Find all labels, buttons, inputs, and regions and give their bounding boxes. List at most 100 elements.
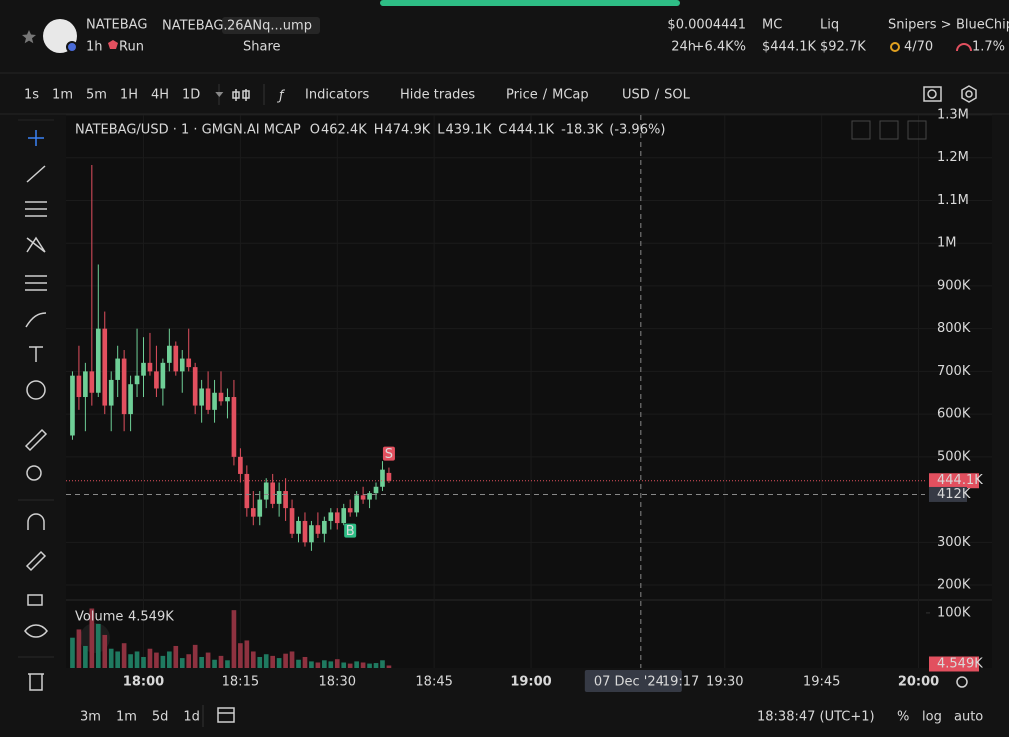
candle-body [160, 362, 166, 389]
hide-trades[interactable]: Hide trades [400, 88, 475, 103]
candle-body [238, 456, 243, 474]
candle-body [257, 499, 263, 517]
address-badge[interactable] [222, 17, 320, 34]
volume-bar [257, 656, 263, 668]
volume-bar [244, 640, 250, 668]
toggle[interactable]: / [543, 88, 548, 103]
range[interactable]: 5d [152, 710, 169, 725]
volume-bar [76, 629, 82, 668]
token-name: NATEBAG [86, 18, 147, 33]
volume-bar [341, 662, 347, 668]
candle-body [167, 345, 172, 363]
token-age: 1h [86, 40, 103, 55]
range[interactable]: 1d [183, 710, 200, 725]
favorite-star[interactable] [22, 30, 36, 44]
crosshair-x-tag [584, 670, 682, 692]
range[interactable]: 1m [116, 710, 137, 725]
candle-body [250, 508, 256, 517]
price-tag-label: 444.1K [937, 473, 983, 488]
trade-label: B [346, 524, 355, 539]
candle-body [380, 469, 385, 487]
trade-marker[interactable] [382, 446, 395, 461]
chart-button[interactable] [851, 120, 871, 140]
candle-body [373, 486, 379, 494]
chart-button[interactable] [907, 120, 927, 140]
candle-body [141, 362, 146, 376]
candle-body [83, 371, 88, 398]
toggle[interactable]: USD [622, 88, 650, 103]
volume-bar [154, 652, 159, 668]
volume-bar [205, 652, 211, 668]
candle-body [347, 508, 353, 513]
snipers-icon [890, 42, 900, 52]
tool-icons[interactable] [24, 85, 977, 723]
candle-body [173, 345, 179, 372]
volume-bar [231, 610, 237, 668]
crosshair-y-tag [929, 486, 967, 502]
indicators[interactable]: Indicators [305, 88, 369, 103]
candle-body [95, 328, 101, 393]
toggle[interactable]: / [655, 88, 660, 103]
volume-bar [360, 662, 366, 668]
y-tick-label: 300K [937, 535, 971, 550]
candle-body [309, 525, 314, 543]
interval[interactable]: 1m [52, 88, 73, 103]
y-tick-label: 1.2M [937, 150, 969, 165]
ohlc-value: 439.1K [446, 123, 492, 138]
stat-value: $444.1K [762, 40, 816, 55]
y-tick-label: 1.3M [937, 108, 969, 123]
interval[interactable]: 5m [86, 88, 107, 103]
x-tick-label: 19:45 [803, 675, 840, 690]
ohlc-label: O [310, 123, 320, 138]
bluechip-icon [956, 43, 972, 52]
volume-bar [270, 655, 276, 668]
interval[interactable]: 1s [24, 88, 39, 103]
candle-body [134, 375, 140, 385]
x-tick-label: 19:00 [510, 675, 551, 690]
volume-bar [225, 660, 230, 668]
candle-body [386, 472, 392, 481]
volume-bar [334, 659, 340, 668]
volume-bar [354, 661, 359, 668]
toggle[interactable]: MCap [552, 88, 589, 103]
clock: 18:38:47 (UTC+1) [757, 710, 875, 725]
toggle[interactable]: Price [506, 88, 538, 103]
interval[interactable]: 1D [182, 88, 200, 103]
candle-body [276, 491, 282, 504]
x-tick-label: 18:45 [415, 675, 452, 690]
candle-body [89, 371, 95, 393]
volume-bar [160, 655, 166, 668]
share[interactable]: Share [243, 40, 281, 55]
change: +6.4K% [694, 40, 746, 55]
volume-value: 4.549K [128, 610, 174, 625]
volume-bar [289, 651, 295, 668]
percent[interactable]: % [897, 710, 909, 725]
range[interactable]: 3m [80, 710, 101, 725]
auto[interactable]: auto [954, 710, 983, 725]
log[interactable]: log [922, 710, 942, 725]
stat-value: 1.7% [972, 40, 1005, 55]
candle-body [263, 482, 269, 500]
volume-bar [173, 645, 179, 668]
interval[interactable]: 1H [120, 88, 138, 103]
chart-button[interactable] [879, 120, 899, 140]
candle-body [367, 493, 372, 500]
candle-body [147, 362, 153, 372]
toggle[interactable]: SOL [664, 88, 690, 103]
volume-bar [380, 660, 385, 668]
ohlc-value: 474.9K [385, 123, 431, 138]
token-address[interactable]: 26ANq...ump [227, 19, 312, 34]
candle-body [212, 392, 217, 410]
dropdown[interactable] [215, 92, 224, 97]
interval[interactable]: 4H [151, 88, 169, 103]
trade-marker[interactable] [344, 523, 357, 538]
volume-bar [373, 663, 379, 668]
candle-body [102, 328, 108, 406]
volume-bar [115, 651, 120, 668]
volume-bar [386, 665, 392, 668]
stat-label: MC [762, 18, 782, 33]
ohlc-value: 444.1K [508, 123, 554, 138]
volume-bar [70, 637, 75, 668]
